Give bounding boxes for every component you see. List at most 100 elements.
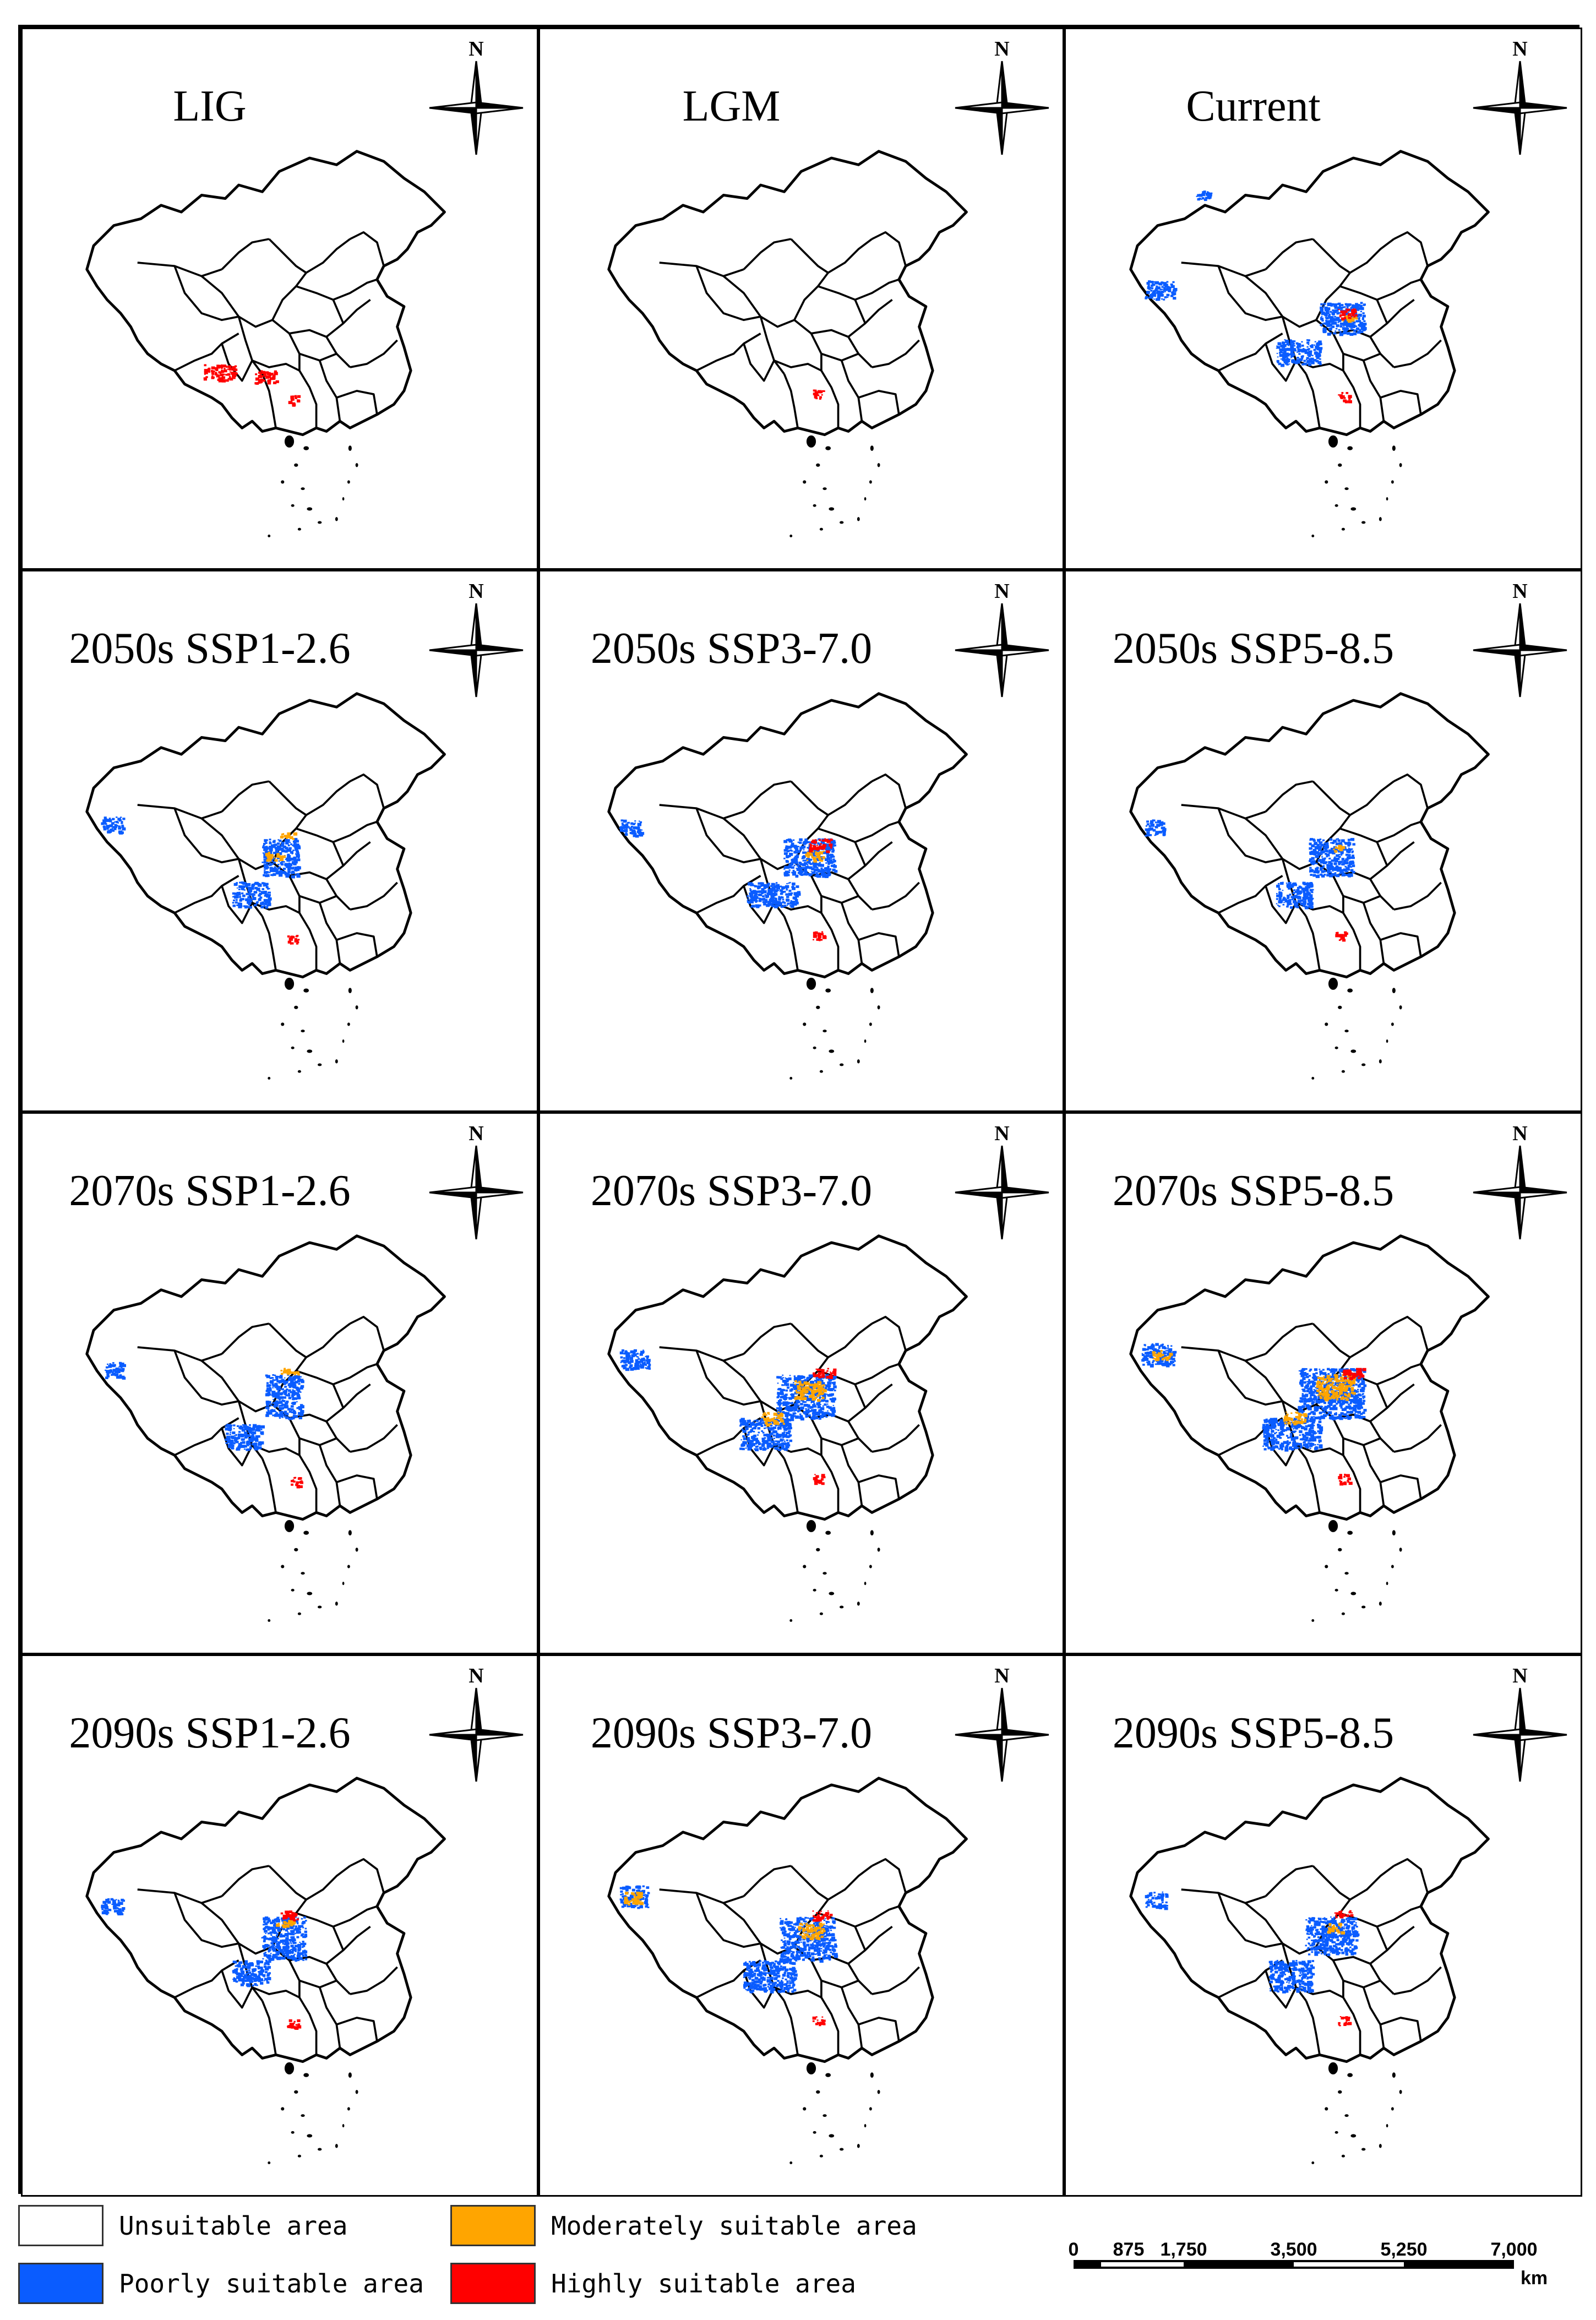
island: [870, 1530, 874, 1536]
province-boundary: [137, 1346, 222, 1362]
island: [1344, 487, 1349, 491]
province-boundary: [336, 932, 378, 957]
province-boundary: [854, 278, 900, 301]
island: [1347, 1531, 1353, 1535]
map-panel-lig: LIG N: [21, 28, 538, 570]
island: [347, 2107, 350, 2111]
island: [803, 1022, 807, 1026]
panel-title: LIG: [173, 82, 247, 130]
island: [869, 2107, 872, 2111]
country-outline: [607, 150, 968, 437]
province-boundary: [1362, 1445, 1385, 1506]
island: [297, 1070, 301, 1073]
island: [303, 2073, 309, 2077]
highly-suitable-patch: [1335, 931, 1348, 942]
province-boundary: [1393, 1858, 1429, 1893]
island: [864, 1039, 867, 1043]
island: [822, 1572, 827, 1575]
island: [840, 1063, 844, 1066]
north-letter: N: [994, 1122, 1009, 1145]
province-boundary: [1265, 885, 1297, 924]
legend-label-highly: Highly suitable area: [551, 2268, 856, 2299]
island: [1334, 2131, 1338, 2134]
scale-unit: km: [1521, 2268, 1548, 2289]
island: [1338, 463, 1342, 467]
province-boundary: [858, 932, 900, 957]
highly-suitable-patch: [1334, 1910, 1354, 1919]
province-boundary: [659, 1888, 744, 1904]
island: [307, 1592, 313, 1595]
highly-suitable-patch: [809, 838, 833, 853]
island: [1392, 1530, 1396, 1536]
island: [281, 2107, 285, 2111]
island: [1347, 988, 1353, 993]
province-boundary: [298, 912, 318, 971]
province-boundary: [268, 780, 307, 816]
island: [291, 1588, 295, 1592]
island: [870, 445, 874, 451]
north-arrow-icon: N: [1473, 1664, 1567, 1782]
province-boundary: [1349, 1322, 1395, 1358]
panel-title: 2070s SSP5-8.5: [1112, 1167, 1395, 1215]
island: [348, 445, 352, 451]
island: [294, 1005, 298, 1009]
province-boundary: [336, 2017, 378, 2042]
country-outline: [607, 1777, 968, 2063]
province-boundary: [840, 1445, 863, 1506]
legend-label-moderately: Moderately suitable area: [551, 2210, 917, 2241]
map-panel-2070s-ssp5-8-5: 2070s SSP5-8.5 N: [1064, 1112, 1582, 1654]
province-boundary: [854, 1905, 900, 1928]
province-boundary: [252, 360, 300, 372]
highly-suitable-patch: [813, 931, 827, 941]
island: [1334, 504, 1338, 507]
island: [829, 507, 835, 511]
province-boundary: [871, 1316, 907, 1351]
island: [1334, 1046, 1338, 1049]
poorly-suitable-patch: [1145, 1891, 1169, 1910]
island: [1344, 1572, 1349, 1575]
province-boundary: [1244, 1360, 1317, 1413]
province-boundary: [1217, 1350, 1283, 1406]
scale-bar: 0 875 1,750 3,500 5,250 7,000 km: [1069, 2239, 1548, 2289]
poorly-suitable-patch: [232, 881, 272, 909]
poorly-suitable-patch: [261, 1916, 308, 1962]
island: [1391, 1565, 1394, 1569]
province-boundary: [820, 370, 840, 428]
island: [819, 527, 823, 531]
island: [819, 1612, 823, 1615]
island: [291, 2131, 295, 2134]
province-boundary: [1393, 1424, 1442, 1453]
map-panel-2070s-ssp1-2-6: 2070s SSP1-2.6 N: [21, 1112, 538, 1654]
province-boundary: [221, 1865, 270, 1897]
island: [291, 1046, 295, 1049]
island: [1338, 1548, 1342, 1551]
province-boundary: [173, 1350, 239, 1406]
island: [1311, 535, 1315, 537]
island: [825, 988, 831, 993]
china-map: [1129, 1777, 1490, 2164]
island: [822, 487, 827, 491]
province-boundary: [695, 1892, 761, 1948]
scale-tick-label: 7,000: [1490, 2239, 1537, 2260]
country-outline: [85, 1234, 446, 1521]
island: [1325, 480, 1328, 484]
province-boundary: [221, 780, 270, 813]
moderately-suitable-patch: [805, 851, 825, 863]
island: [857, 2144, 860, 2148]
panel-title: 2050s SSP3-7.0: [590, 624, 873, 673]
island: [342, 1582, 345, 1586]
province-boundary: [299, 1437, 351, 1453]
province-boundary: [1305, 916, 1321, 971]
province-boundary: [722, 1360, 795, 1413]
island: [1392, 445, 1396, 451]
province-boundary: [1343, 352, 1395, 368]
poorly-suitable-patch: [1320, 302, 1367, 336]
island: [268, 535, 271, 537]
island: [335, 2144, 338, 2148]
province-boundary: [1343, 1437, 1395, 1453]
province-boundary: [847, 298, 893, 338]
island: [816, 1005, 820, 1009]
province-boundary: [350, 881, 398, 911]
island: [806, 435, 816, 448]
province-boundary: [871, 339, 920, 368]
